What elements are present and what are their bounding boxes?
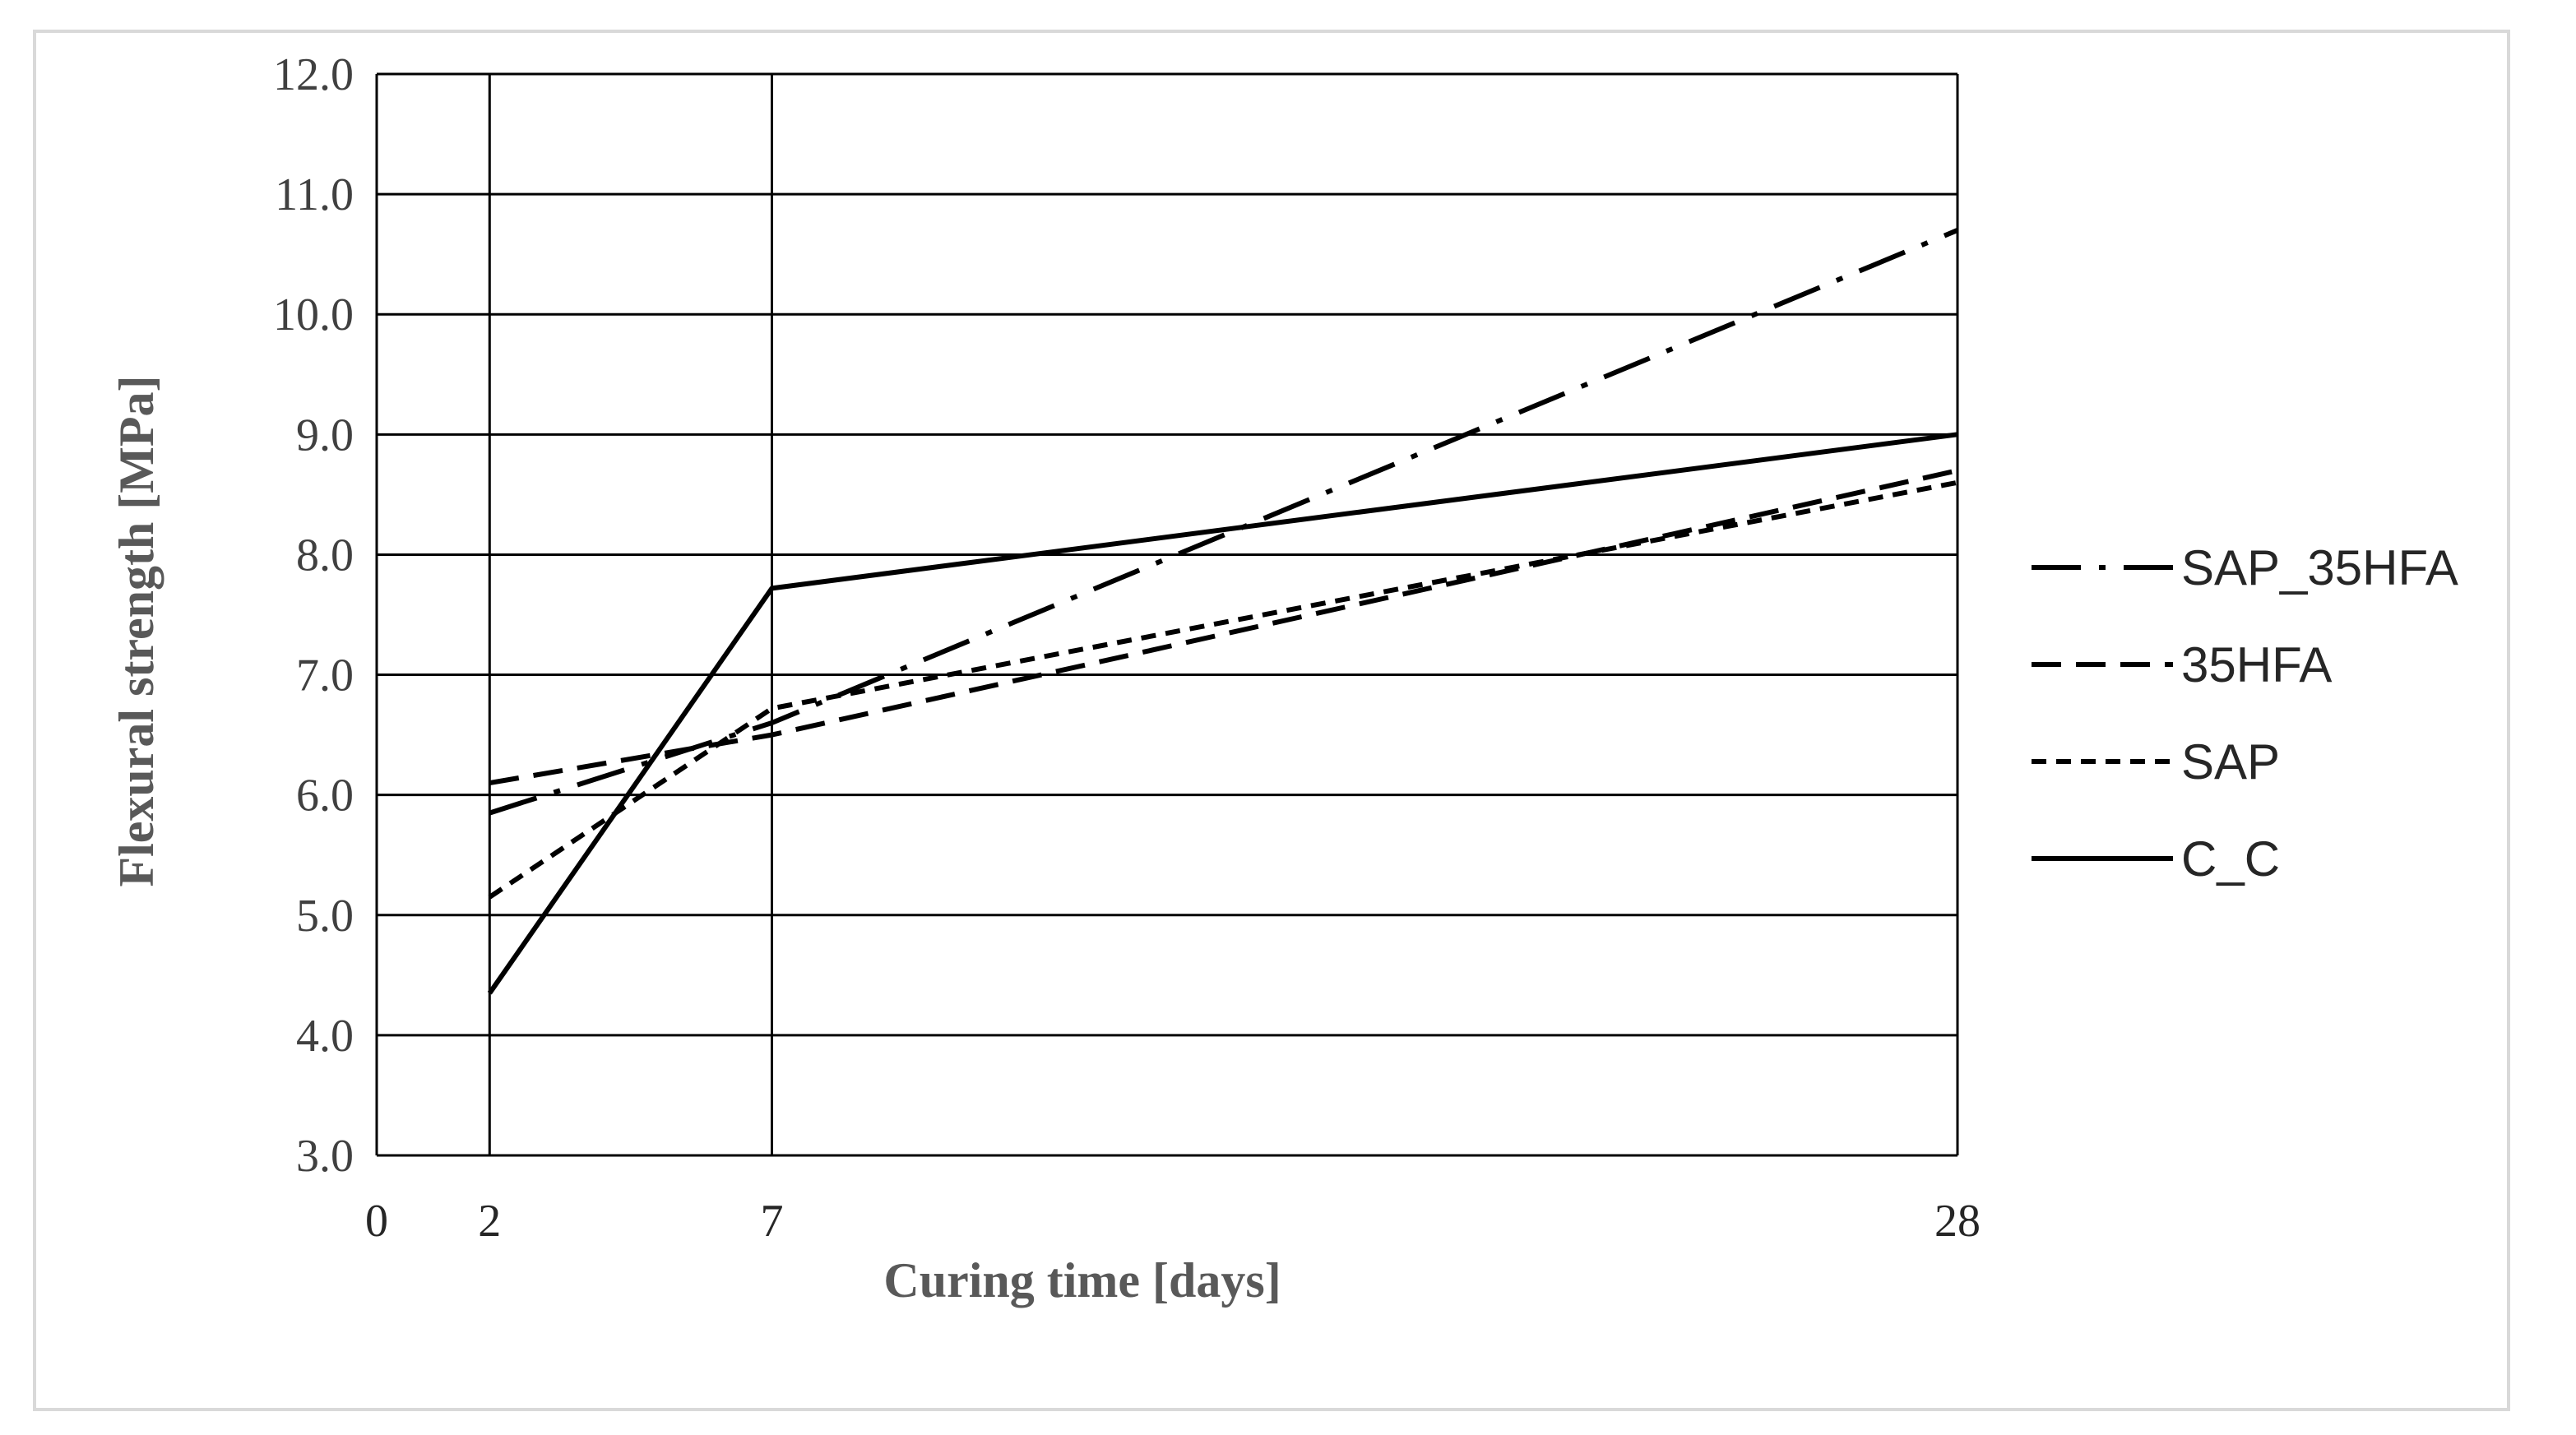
legend: SAP_35HFA 35HFA SAP C_C xyxy=(2032,540,2458,886)
y-tick-label-4: 7.0 xyxy=(296,650,354,701)
legend-label-3: C_C xyxy=(2181,831,2280,886)
series-line-sap-35hfa xyxy=(489,228,1959,816)
y-tick-label-5: 8.0 xyxy=(296,530,354,581)
chart-frame xyxy=(33,30,2510,1411)
x-axis-title: Curing time [days] xyxy=(883,1253,1281,1308)
tick-labels-layer: 3.0 4.0 5.0 6.0 7.0 8.0 9.0 10.0 11.0 12.0 0 2 7 28 xyxy=(273,49,1981,1247)
series-line-c-c xyxy=(487,432,1958,995)
x-tick-label-2: 7 xyxy=(761,1196,784,1247)
legend-label-1: 35HFA xyxy=(2181,637,2332,692)
x-tick-label-3: 28 xyxy=(1934,1196,1981,1247)
y-tick-label-6: 9.0 xyxy=(296,410,354,461)
legend-label-2: SAP xyxy=(2181,734,2280,789)
y-tick-label-2: 5.0 xyxy=(296,891,354,942)
y-axis-title: Flexural strength [MPa] xyxy=(109,375,164,886)
y-tick-label-0: 3.0 xyxy=(296,1131,354,1182)
y-tick-label-1: 4.0 xyxy=(296,1011,354,1062)
y-tick-label-8: 11.0 xyxy=(275,169,354,220)
x-tick-label-1: 2 xyxy=(478,1196,501,1247)
series-line-sap xyxy=(488,479,1958,900)
grid-layer xyxy=(375,72,1959,1157)
series-layer xyxy=(487,228,1959,995)
x-tick-label-0: 0 xyxy=(365,1196,388,1247)
series-line-35hfa xyxy=(489,468,1958,786)
legend-label-0: SAP_35HFA xyxy=(2181,540,2458,595)
y-tick-label-9: 12.0 xyxy=(273,49,354,100)
y-tick-label-7: 10.0 xyxy=(273,289,354,340)
y-tick-label-3: 6.0 xyxy=(296,771,354,822)
